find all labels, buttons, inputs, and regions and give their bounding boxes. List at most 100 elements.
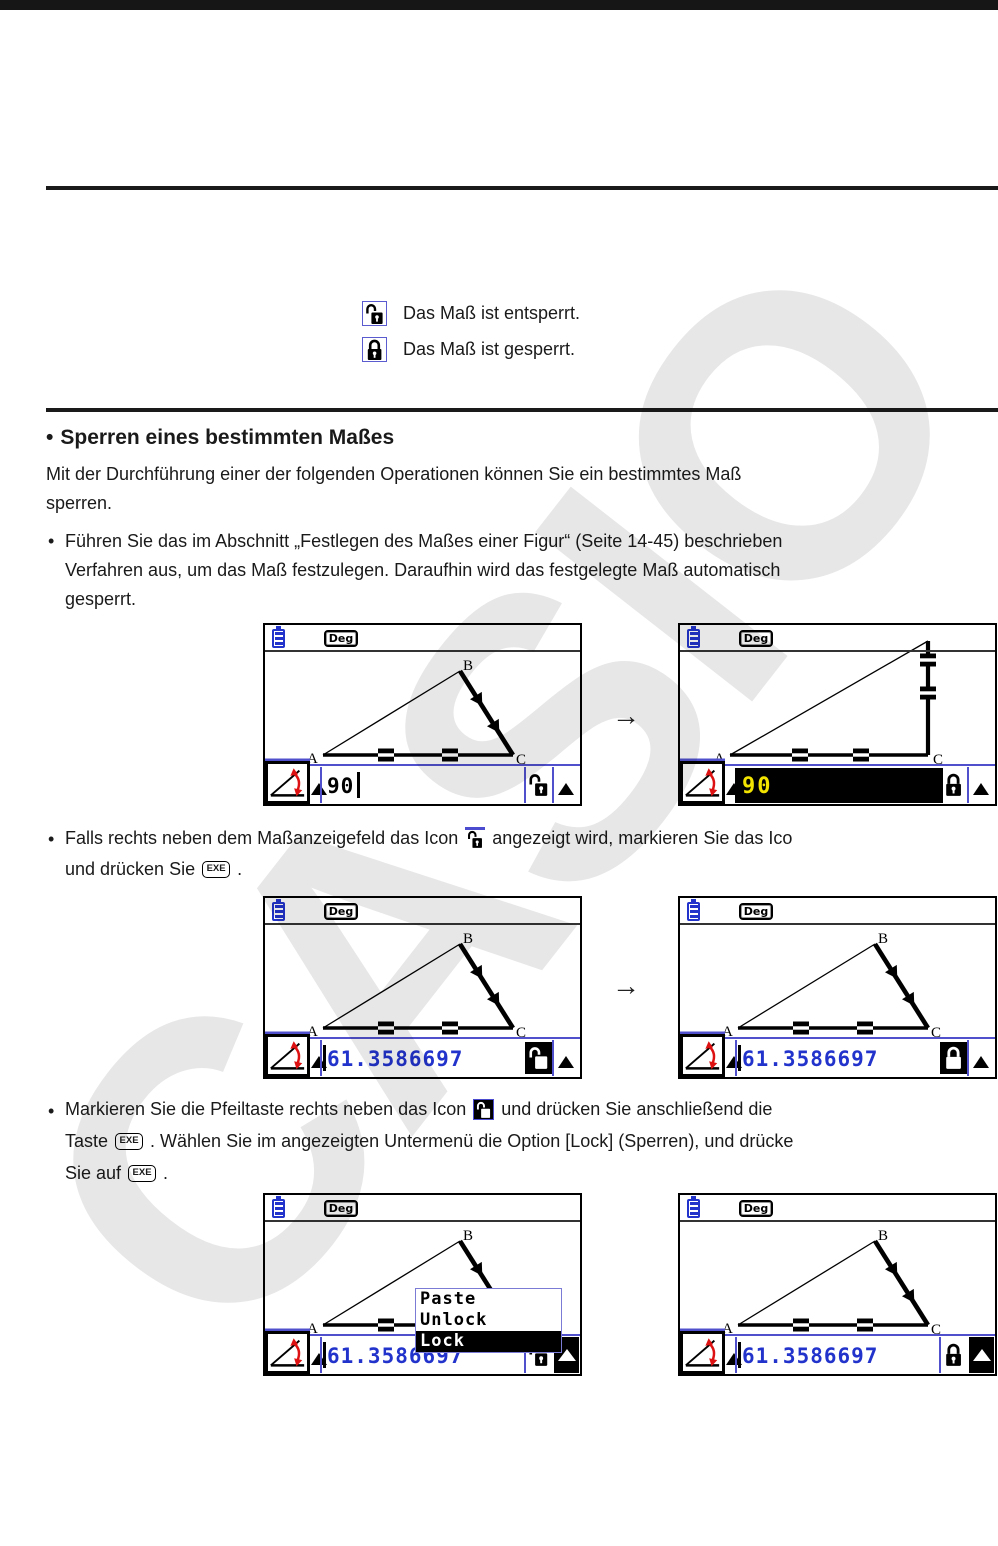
lock-open-icon (465, 827, 486, 849)
vertex-label-b: B (463, 931, 474, 947)
deg-badge: Deg (739, 903, 773, 920)
vertex-label-a: A (722, 1024, 733, 1040)
measure-value: 90 (742, 774, 773, 799)
text-cursor (738, 1045, 741, 1071)
text-cursor (323, 1342, 326, 1368)
angle-measure-icon (265, 1034, 310, 1077)
battery-icon (272, 1196, 285, 1218)
page-top-bar (0, 0, 998, 10)
section-divider-heading (46, 408, 998, 412)
battery-icon (272, 899, 285, 921)
statusbar-divider (265, 1220, 580, 1222)
vertex-label-b: B (878, 931, 889, 947)
battery-icon (687, 1196, 700, 1218)
statusbar-divider (680, 650, 995, 652)
up-arrow-icon (973, 1056, 989, 1068)
calc-screen-1: Deg A B C 90 (263, 623, 582, 806)
vertex-label-a: A (307, 1024, 318, 1040)
battery-icon (272, 626, 285, 648)
measure-value: 90 (327, 774, 355, 798)
measure-value: 61.3586697 (742, 1344, 879, 1368)
bullet1-line1: Führen Sie das im Abschnitt „Festlegen d… (65, 531, 783, 551)
up-arrow-icon (973, 783, 989, 795)
measurement-bar: 61.3586697 (680, 1034, 995, 1077)
bullet3-line1: Markieren Sie die Pfeiltaste rechts nebe… (65, 1099, 773, 1120)
measurement-bar: 90 (265, 761, 580, 804)
legend-row-unlocked: Das Maß ist entsperrt. (362, 301, 580, 326)
text-cursor (738, 1342, 741, 1368)
menu-item-paste[interactable]: Paste (420, 1289, 477, 1309)
lock-open-icon (528, 772, 550, 798)
vertex-label-c: C (931, 1322, 942, 1338)
exe-key-icon: EXE (115, 1133, 144, 1150)
measurement-bar: 61.3586697 (265, 1034, 580, 1077)
battery-icon (687, 899, 700, 921)
vertex-label-a: A (722, 1321, 733, 1337)
exe-key-icon: EXE (202, 861, 231, 878)
angle-measure-icon (680, 761, 725, 804)
section-divider-top (46, 186, 998, 190)
up-arrow-icon (558, 783, 574, 795)
heading-bullet: • (46, 426, 54, 449)
lock-open-icon-selected (473, 1099, 495, 1120)
vertex-label-b: B (463, 658, 474, 674)
lock-closed-icon (943, 772, 965, 798)
deg-badge: Deg (739, 1200, 773, 1217)
vertex-label-c: C (931, 1025, 942, 1041)
deg-badge: Deg (324, 903, 358, 920)
statusbar-divider (680, 1220, 995, 1222)
vertex-label-b: B (878, 1228, 889, 1244)
bullet2-marker: • (48, 829, 55, 849)
bullet3-line3: Sie auf EXE . (65, 1163, 169, 1183)
deg-badge: Deg (324, 630, 358, 647)
calc-screen-3: Deg A B C 61.3586697 (263, 896, 582, 1079)
up-arrow-icon-selected (969, 1337, 994, 1373)
transition-arrow: → (612, 700, 640, 731)
bullet3-marker: • (48, 1101, 55, 1121)
legend-locked-label: Das Maß ist gesperrt. (403, 339, 576, 359)
angle-measure-icon (265, 1331, 310, 1374)
menu-item-unlock[interactable]: Unlock (420, 1310, 488, 1330)
triangle-figure (737, 1239, 930, 1332)
triangle-figure (322, 669, 515, 762)
vertex-label-a: A (714, 751, 725, 767)
lock-closed-icon-selected (940, 1042, 968, 1074)
up-arrow-icon (311, 783, 327, 795)
measurement-bar: 90 (680, 761, 995, 804)
menu-item-lock-selected[interactable]: Lock (416, 1331, 561, 1352)
measure-value: 61.3586697 (327, 1047, 464, 1071)
battery-icon (687, 626, 700, 648)
vertex-label-b: B (463, 1228, 474, 1244)
statusbar-divider (680, 923, 995, 925)
highlighted-value-field: 90 (735, 768, 943, 803)
vertex-label-c: C (516, 752, 527, 768)
triangle-figure (737, 942, 930, 1035)
triangle-figure (729, 640, 936, 762)
lock-open-icon-selected (525, 1042, 553, 1074)
bullet1-line2: Verfahren aus, um das Maß festzulegen. D… (65, 560, 781, 580)
statusbar-divider (265, 923, 580, 925)
calc-screen-2: Deg A C 90 (678, 623, 997, 806)
vertex-label-a: A (307, 751, 318, 767)
vertex-label-c: C (516, 1025, 527, 1041)
deg-badge: Deg (324, 1200, 358, 1217)
text-cursor (323, 1045, 326, 1071)
bullet1-line3: gesperrt. (65, 589, 137, 609)
bullet2-line1: Falls rechts neben dem Maßanzeigefeld da… (65, 827, 793, 849)
text-cursor (357, 772, 360, 798)
measure-value: 61.3586697 (742, 1047, 879, 1071)
calc-screen-6: Deg A B C 61.3586697 (678, 1193, 997, 1376)
context-menu: Paste Unlock Lock (415, 1288, 562, 1353)
measurement-bar: 61.3586697 (680, 1331, 995, 1374)
intro-line-1: Mit der Durchführung einer der folgenden… (46, 464, 742, 484)
section-heading: • Sperren eines bestimmten Maßes (46, 426, 395, 449)
intro-line-2: sperren. (46, 493, 113, 513)
lock-open-icon (362, 301, 387, 326)
bullet3-line2: Taste EXE . Wählen Sie im angezeigten Un… (65, 1131, 794, 1151)
angle-measure-icon (265, 761, 310, 804)
angle-measure-icon (680, 1034, 725, 1077)
angle-measure-icon (680, 1331, 725, 1374)
vertex-label-a: A (307, 1321, 318, 1337)
lock-closed-icon (943, 1342, 965, 1368)
deg-badge: Deg (739, 630, 773, 647)
